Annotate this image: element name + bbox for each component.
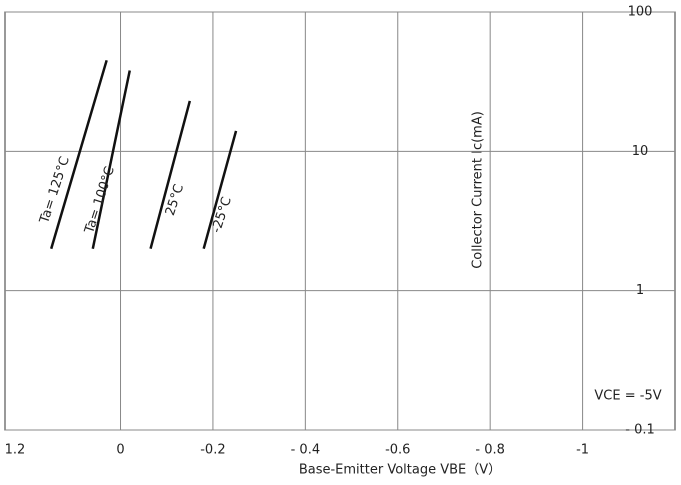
annotation: 1.2: [5, 443, 26, 458]
annotation: Ta= 100°C: [82, 165, 118, 236]
plot-frame: [4, 11, 676, 431]
y-tick-label: 100: [628, 5, 653, 20]
y-tick-label: 10: [632, 144, 649, 159]
y-axis-label: Collector Current Ic(mA): [471, 111, 486, 269]
x-tick-label: -0.6: [385, 443, 410, 458]
series-line: [50, 59, 108, 250]
series-line: [202, 130, 238, 250]
x-tick-label: - 0.4: [291, 443, 321, 458]
x-tick-label: -0.2: [200, 443, 225, 458]
series-line: [91, 70, 131, 249]
x-tick-label: - 0.8: [475, 443, 505, 458]
series-line: [149, 100, 192, 250]
x-axis-label: Base-Emitter Voltage VBE（V）: [299, 463, 501, 478]
x-tick-label: 0: [116, 443, 124, 458]
x-tick-label: -1: [576, 443, 589, 458]
y-tick-label: 1: [636, 283, 644, 298]
y-tick-label: - 0.1: [625, 423, 655, 438]
annotation: VCE = -5V: [594, 389, 661, 404]
